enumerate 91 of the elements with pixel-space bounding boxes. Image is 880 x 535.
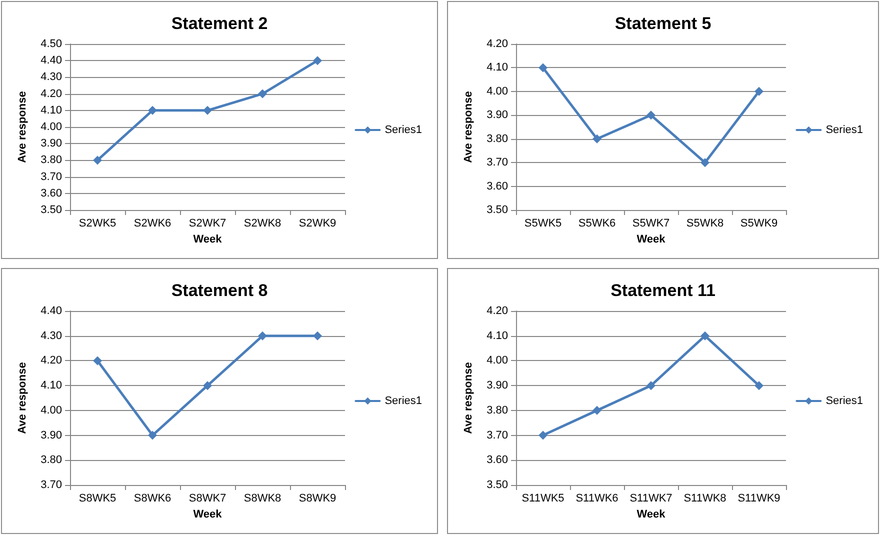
y-tick-label: 4.20 <box>486 38 508 50</box>
chart-title: Statement 5 <box>614 14 712 33</box>
chart-title: Statement 11 <box>610 281 716 300</box>
x-tick-label: S2WK8 <box>244 218 282 230</box>
y-tick-label: 4.10 <box>486 62 508 74</box>
x-tick-label: S5WK7 <box>632 218 670 230</box>
y-tick-label: 3.90 <box>486 109 508 122</box>
x-tick-label: S2WK6 <box>134 218 172 230</box>
y-tick-label: 3.80 <box>486 132 508 145</box>
y-tick-label: 3.80 <box>40 154 62 166</box>
point <box>93 156 102 165</box>
point <box>313 56 322 66</box>
x-tick-label: S5WK5 <box>524 218 562 230</box>
y-tick-label: 3.60 <box>486 180 508 192</box>
y-tick-label: 4.20 <box>40 354 62 367</box>
y-tick-label: 4.30 <box>40 330 62 342</box>
point <box>592 134 602 144</box>
y-tick-label: 3.70 <box>486 429 508 442</box>
point <box>93 356 102 366</box>
y-tick-label: 4.20 <box>40 88 62 100</box>
point <box>592 406 602 415</box>
x-tick-label: S11WK6 <box>576 492 618 504</box>
y-tick-label: 4.00 <box>40 121 62 133</box>
y-tick-label: 3.70 <box>40 479 62 491</box>
x-axis-title: Week <box>636 234 666 246</box>
y-tick-label: 4.40 <box>40 54 62 67</box>
x-tick-label: S2WK5 <box>78 218 116 230</box>
x-tick-label: S5WK9 <box>740 218 778 230</box>
chart-title: Statement 2 <box>171 14 268 33</box>
point <box>538 63 548 72</box>
y-tick-label: 3.90 <box>486 380 508 392</box>
y-axis-title: Ave response <box>462 362 474 434</box>
point <box>700 158 710 168</box>
x-axis-title: Week <box>636 508 666 520</box>
y-tick-label: 3.80 <box>486 404 508 416</box>
x-tick-label: S11WK5 <box>522 492 564 504</box>
point <box>203 381 212 390</box>
point <box>258 89 267 98</box>
y-tick-label: 4.30 <box>40 71 62 84</box>
point <box>646 381 656 390</box>
y-tick-label: 4.00 <box>40 404 62 416</box>
x-tick-label: S8WK7 <box>188 492 226 504</box>
legend-label: Series1 <box>826 124 863 136</box>
y-tick-label: 3.90 <box>40 138 62 150</box>
x-axis-title: Week <box>193 234 223 246</box>
point <box>148 106 157 115</box>
y-tick-label: 3.50 <box>486 479 508 491</box>
y-tick-label: 3.50 <box>40 204 62 216</box>
point <box>646 110 656 120</box>
x-tick-label: S8WK5 <box>78 492 116 504</box>
x-tick-label: S8WK9 <box>298 492 336 504</box>
x-tick-label: S2WK7 <box>188 218 226 230</box>
legend-label: Series1 <box>826 395 863 407</box>
point <box>754 86 764 96</box>
point <box>700 331 710 340</box>
point <box>148 430 157 440</box>
y-tick-label: 3.60 <box>40 187 62 200</box>
point <box>754 381 764 390</box>
y-tick-label: 3.70 <box>40 170 62 183</box>
y-axis-title: Ave response <box>462 91 474 163</box>
x-tick-label: S8WK8 <box>244 492 282 504</box>
legend-label: Series1 <box>384 124 422 136</box>
chart-title: Statement 8 <box>171 281 268 300</box>
y-tick-label: 4.10 <box>40 380 62 392</box>
y-tick-label: 3.50 <box>486 204 508 216</box>
y-tick-label: 4.20 <box>486 305 508 317</box>
y-tick-label: 3.60 <box>486 454 508 466</box>
y-tick-label: 4.50 <box>40 38 62 50</box>
y-tick-label: 4.00 <box>486 85 508 98</box>
y-tick-label: 4.00 <box>486 354 508 367</box>
x-tick-label: S11WK7 <box>630 492 672 504</box>
legend-label: Series1 <box>384 395 422 407</box>
point <box>203 106 212 115</box>
x-tick-label: S5WK8 <box>686 218 724 230</box>
x-tick-label: S11WK9 <box>738 492 780 504</box>
y-tick-label: 3.90 <box>40 429 62 442</box>
x-tick-label: S2WK9 <box>298 218 336 230</box>
x-tick-label: S11WK8 <box>684 492 726 504</box>
x-axis-title: Week <box>193 508 223 520</box>
y-tick-label: 3.80 <box>40 454 62 466</box>
point <box>258 331 267 340</box>
y-tick-label: 4.10 <box>40 104 62 116</box>
y-axis-title: Ave response <box>16 91 28 163</box>
x-tick-label: S8WK6 <box>134 492 172 504</box>
y-tick-label: 4.40 <box>40 305 62 317</box>
y-axis-title: Ave response <box>16 362 28 434</box>
point <box>538 430 548 440</box>
point <box>313 331 322 340</box>
x-tick-label: S5WK6 <box>578 218 616 230</box>
y-tick-label: 3.70 <box>486 156 508 169</box>
y-tick-label: 4.10 <box>486 330 508 342</box>
